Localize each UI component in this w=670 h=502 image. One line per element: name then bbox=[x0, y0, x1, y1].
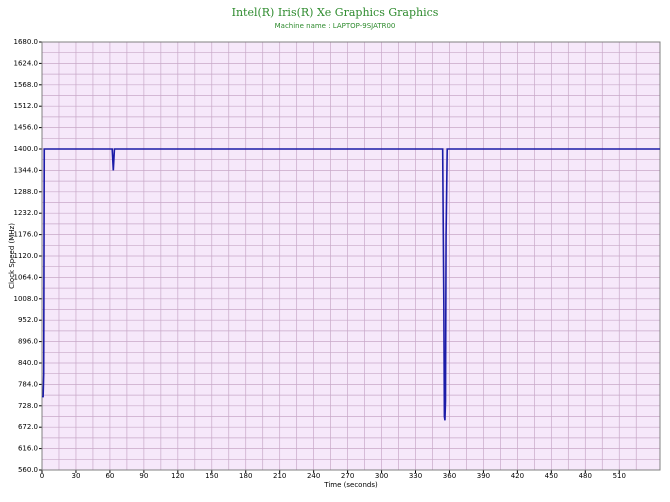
chart-title: Intel(R) Iris(R) Xe Graphics Graphics bbox=[232, 6, 439, 19]
x-tick-label: 240 bbox=[307, 472, 320, 480]
y-tick-label: 1456.0 bbox=[14, 124, 39, 132]
x-tick-label: 420 bbox=[511, 472, 524, 480]
y-tick-label: 952.0 bbox=[18, 316, 38, 324]
x-tick-label: 510 bbox=[613, 472, 626, 480]
y-tick-label: 1064.0 bbox=[14, 273, 39, 281]
y-tick-label: 840.0 bbox=[18, 359, 38, 367]
x-tick-label: 120 bbox=[171, 472, 184, 480]
y-axis-label: Clock Speed (MHz) bbox=[8, 223, 16, 289]
x-tick-label: 210 bbox=[273, 472, 286, 480]
y-tick-label: 728.0 bbox=[18, 402, 38, 410]
x-tick-label: 300 bbox=[375, 472, 388, 480]
y-tick-label: 1120.0 bbox=[14, 252, 39, 260]
x-tick-label: 450 bbox=[545, 472, 558, 480]
x-tick-label: 330 bbox=[409, 472, 422, 480]
y-tick-label: 784.0 bbox=[18, 380, 38, 388]
y-tick-label: 1232.0 bbox=[14, 209, 39, 217]
x-tick-label: 390 bbox=[477, 472, 490, 480]
chart-subtitle: Machine name : LAPTOP-9SJATR00 bbox=[275, 22, 396, 30]
y-tick-label: 1344.0 bbox=[14, 166, 39, 174]
y-tick-label: 1008.0 bbox=[14, 295, 39, 303]
y-tick-label: 616.0 bbox=[18, 445, 38, 453]
x-tick-label: 60 bbox=[105, 472, 114, 480]
plot-border bbox=[41, 41, 661, 471]
x-tick-label: 30 bbox=[71, 472, 80, 480]
x-tick-label: 150 bbox=[205, 472, 218, 480]
y-tick-label: 1568.0 bbox=[14, 81, 39, 89]
x-tick-label: 480 bbox=[579, 472, 592, 480]
x-axis-label: Time (seconds) bbox=[323, 481, 378, 489]
x-tick-label: 90 bbox=[139, 472, 148, 480]
y-tick-label: 1176.0 bbox=[14, 231, 39, 239]
y-tick-label: 560.0 bbox=[18, 466, 38, 474]
x-tick-label: 180 bbox=[239, 472, 252, 480]
y-tick-label: 1512.0 bbox=[14, 102, 39, 110]
y-tick-label: 1624.0 bbox=[14, 59, 39, 67]
x-tick-label: 0 bbox=[40, 472, 44, 480]
x-tick-label: 360 bbox=[443, 472, 456, 480]
y-tick-label: 1288.0 bbox=[14, 188, 39, 196]
y-tick-label: 672.0 bbox=[18, 423, 38, 431]
data-line bbox=[42, 148, 660, 421]
y-tick-label: 1400.0 bbox=[14, 145, 39, 153]
x-tick-label: 270 bbox=[341, 472, 354, 480]
y-tick-label: 896.0 bbox=[18, 338, 38, 346]
y-tick-label: 1680.0 bbox=[14, 38, 39, 46]
